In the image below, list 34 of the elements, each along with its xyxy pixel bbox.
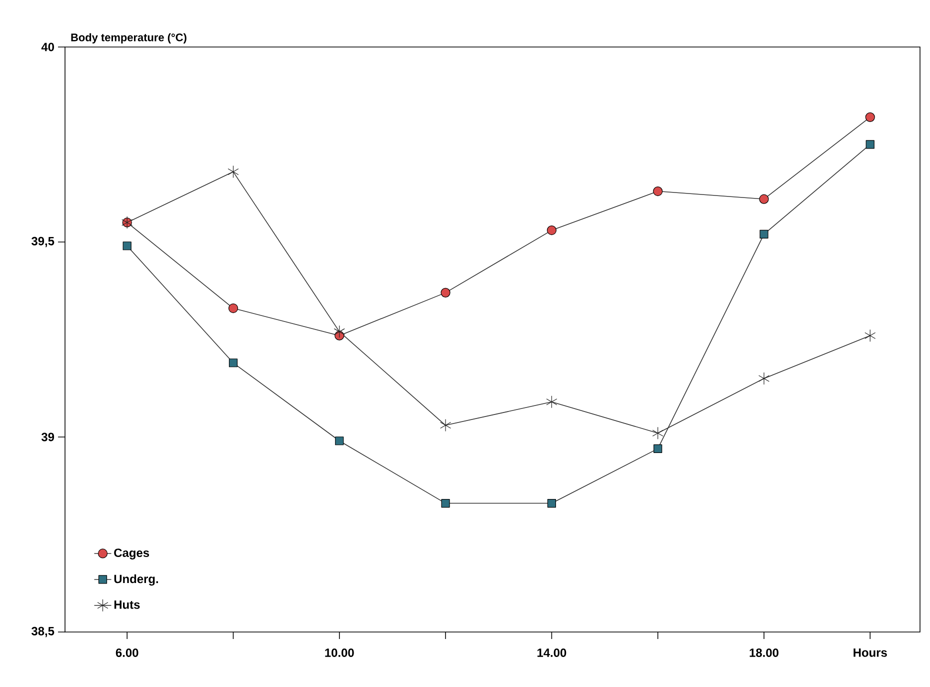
legend-label: Cages bbox=[114, 548, 150, 560]
legend-label: Huts bbox=[114, 600, 140, 609]
point bbox=[865, 112, 875, 122]
x-tick-label: 18.00 bbox=[750, 648, 778, 657]
y-tick-label: 40 bbox=[41, 42, 54, 52]
x-tick-label: 14.00 bbox=[537, 648, 566, 657]
point bbox=[228, 358, 238, 368]
point bbox=[759, 194, 769, 204]
point bbox=[758, 372, 770, 385]
point bbox=[547, 498, 556, 508]
point bbox=[653, 186, 663, 196]
point bbox=[652, 426, 664, 440]
legend-label: Underg. bbox=[114, 574, 158, 586]
point bbox=[654, 444, 662, 453]
x-tick-label: Hours bbox=[854, 648, 887, 657]
y-tick-label: 39 bbox=[41, 432, 54, 442]
point bbox=[335, 436, 344, 446]
y-tick-label: 39,5 bbox=[32, 236, 54, 248]
point bbox=[228, 303, 238, 314]
point bbox=[122, 242, 132, 250]
y-tick-label: 38,5 bbox=[32, 626, 54, 638]
point bbox=[441, 498, 450, 508]
x-tick-label: 10.00 bbox=[325, 648, 354, 657]
y-axis-title: Body temperature (°C) bbox=[71, 33, 186, 44]
point bbox=[440, 288, 450, 298]
point bbox=[546, 225, 556, 236]
point bbox=[440, 418, 452, 432]
point bbox=[546, 396, 558, 408]
point bbox=[866, 140, 874, 149]
point bbox=[228, 165, 239, 178]
point bbox=[864, 329, 876, 342]
x-tick-label: 6.00 bbox=[116, 648, 138, 657]
point bbox=[334, 325, 345, 338]
point bbox=[760, 230, 768, 238]
